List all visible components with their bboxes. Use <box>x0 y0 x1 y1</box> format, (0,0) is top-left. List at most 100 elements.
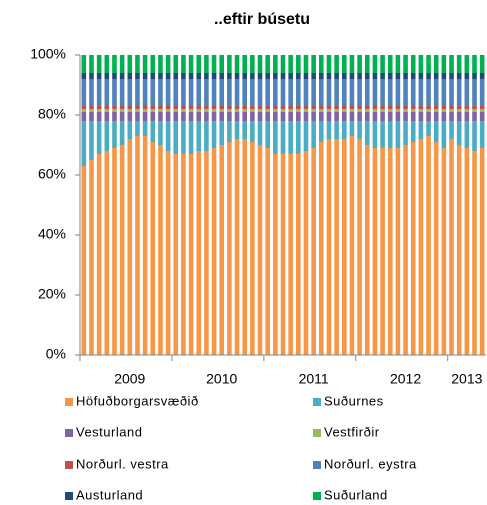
bar-segment <box>341 139 347 355</box>
bar-segment <box>158 55 163 73</box>
bar-segment <box>242 109 247 112</box>
bar-segment <box>319 112 324 121</box>
bar-segment <box>89 106 94 109</box>
bar-segment <box>334 55 339 73</box>
bar-segment <box>142 121 148 136</box>
bar-segment <box>326 79 332 106</box>
bar-segment <box>104 109 110 112</box>
bar-segment <box>273 55 278 73</box>
bar-segment <box>188 154 194 355</box>
bar-segment <box>196 55 202 73</box>
bar-segment <box>265 109 270 112</box>
bar-segment <box>280 73 286 79</box>
bar-segment <box>119 106 125 109</box>
bar-segment <box>173 79 179 106</box>
bar-segment <box>334 106 339 109</box>
bar-segment <box>273 106 278 109</box>
bar-segment <box>334 139 339 355</box>
bar-segment <box>303 73 309 79</box>
bar-segment <box>418 55 424 73</box>
bar-segment <box>288 121 293 154</box>
bar-segment <box>449 79 454 106</box>
bar-segment <box>441 112 447 121</box>
bar-segment <box>449 121 454 139</box>
bar-segment <box>273 112 278 121</box>
bar-segment <box>387 106 393 109</box>
bar-segment <box>387 148 393 355</box>
bar-segment <box>334 112 339 121</box>
bar-segment <box>89 55 94 73</box>
bar-segment <box>227 73 232 79</box>
bar-segment <box>433 55 439 73</box>
bar-segment <box>349 55 355 73</box>
bar-segment <box>242 106 247 109</box>
bar-segment <box>165 151 171 355</box>
bar-segment <box>242 73 247 79</box>
bar-segment <box>211 73 217 79</box>
bar-segment <box>188 112 194 121</box>
bar-segment <box>219 55 225 73</box>
bar-segment <box>472 109 477 112</box>
bar-segment <box>196 121 202 151</box>
bar-segment <box>341 109 347 112</box>
legend-label: Austurland <box>76 487 143 502</box>
bar-segment <box>127 139 133 355</box>
bar-segment <box>89 112 94 121</box>
bar-segment <box>204 109 209 112</box>
bar-segment <box>104 106 110 109</box>
bar-segment <box>387 79 393 106</box>
y-tick-label: 20% <box>38 286 66 302</box>
bar-segment <box>380 109 385 112</box>
bar-segment <box>426 73 431 79</box>
bar-segment <box>173 154 179 355</box>
y-tick-label: 40% <box>38 226 66 242</box>
bar-segment <box>242 121 247 139</box>
bar-segment <box>349 121 355 136</box>
bar-segment <box>449 55 454 73</box>
bar-segment <box>296 79 301 106</box>
bar-segment <box>234 109 240 112</box>
bar-segment <box>341 106 347 109</box>
bar-segment <box>426 55 431 73</box>
bar-segment <box>181 109 186 112</box>
bar-segment <box>150 142 156 355</box>
bar-segment <box>334 79 339 106</box>
bar-segment <box>219 73 225 79</box>
bar-segment <box>403 112 408 121</box>
bar-segment <box>273 121 278 154</box>
bar-segment <box>173 109 179 112</box>
bar-segment <box>449 109 454 112</box>
bar-segment <box>319 142 324 355</box>
x-tick-label: 2011 <box>299 371 329 387</box>
bar-segment <box>449 112 454 121</box>
bar-segment <box>372 112 378 121</box>
bar-segment <box>127 109 133 112</box>
bar-segment <box>81 55 87 73</box>
bar-segment <box>288 112 293 121</box>
bar-segment <box>150 109 156 112</box>
bar-segment <box>426 112 431 121</box>
bar-segment <box>204 112 209 121</box>
bar-segment <box>403 109 408 112</box>
x-tick-label: 2012 <box>390 371 421 387</box>
bar-segment <box>104 121 110 151</box>
bar-segment <box>433 73 439 79</box>
bar-segment <box>158 145 163 355</box>
bar-segment <box>119 121 125 145</box>
bar-segment <box>211 106 217 109</box>
bar-segment <box>380 121 385 148</box>
legend-swatch <box>313 429 321 437</box>
bar-segment <box>165 112 171 121</box>
bar-segment <box>173 121 179 154</box>
bar-segment <box>104 79 110 106</box>
bar-segment <box>464 121 470 148</box>
bar-segment <box>296 106 301 109</box>
bar-segment <box>296 55 301 73</box>
bar-segment <box>211 121 217 148</box>
bar-segment <box>341 73 347 79</box>
bar-segment <box>112 55 117 73</box>
bar-segment <box>395 121 401 148</box>
bar-segment <box>119 73 125 79</box>
bar-segment <box>464 112 470 121</box>
bar-segment <box>472 151 477 355</box>
